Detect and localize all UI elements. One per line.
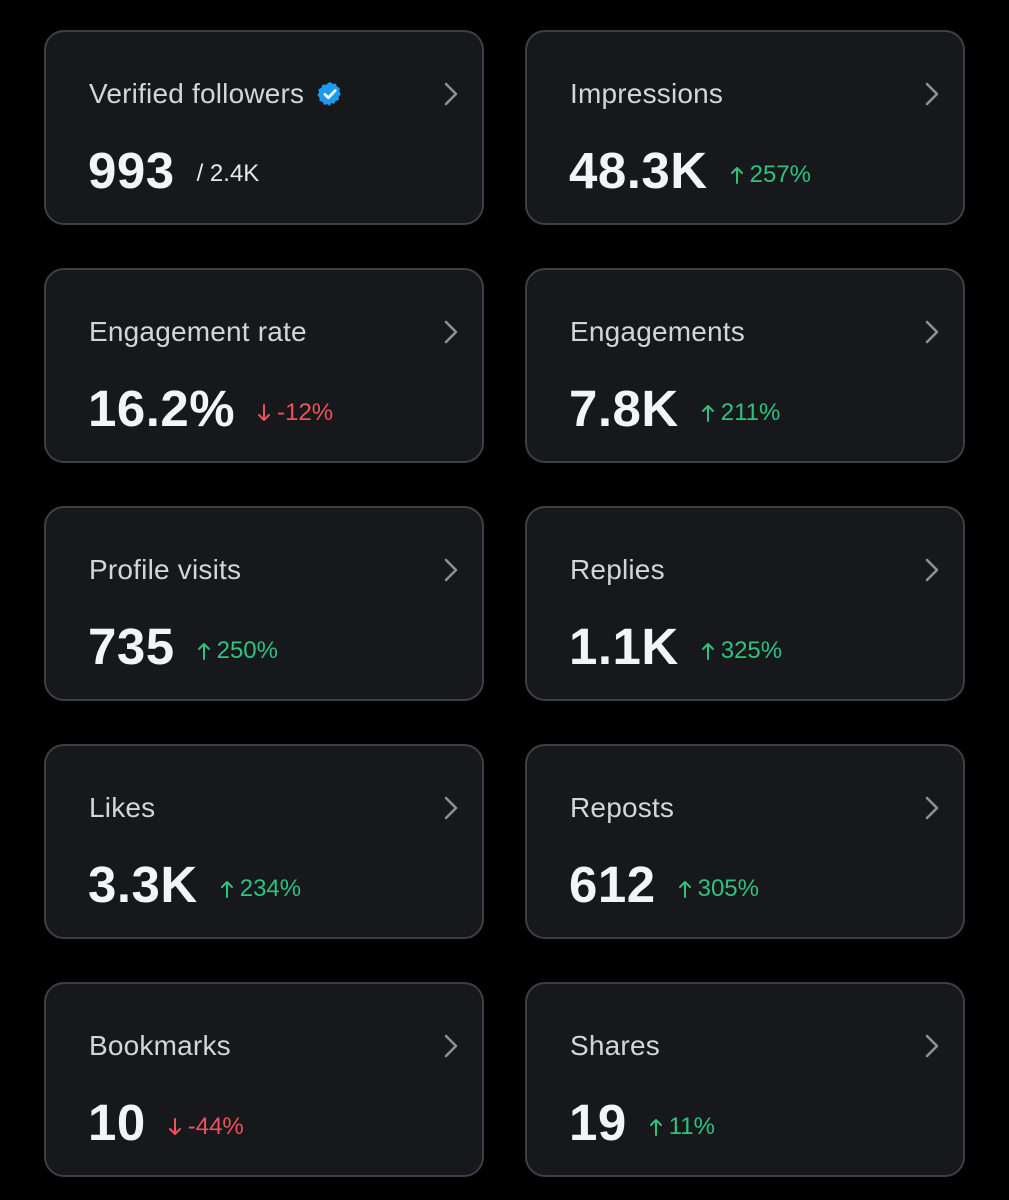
change-percent: 257% — [749, 161, 811, 188]
replies-card[interactable]: Replies 1.1K 325% — [525, 506, 965, 701]
metric-change: 305% — [678, 875, 759, 903]
chevron-right-icon[interactable] — [442, 318, 460, 346]
card-header: Engagements — [570, 314, 745, 350]
card-metric: 48.3K 257% — [569, 138, 811, 202]
metric-change: 250% — [197, 637, 278, 665]
metric-value: 19 — [569, 1093, 627, 1151]
card-header: Shares — [570, 1028, 660, 1064]
change-percent: 11% — [668, 1113, 715, 1140]
bookmarks-card[interactable]: Bookmarks 10 -44% — [44, 982, 484, 1177]
impressions-card[interactable]: Impressions 48.3K 257% — [525, 30, 965, 225]
verified-followers-card[interactable]: Verified followers 993 / 2.4K — [44, 30, 484, 225]
card-header: Verified followers — [89, 76, 344, 112]
change-percent: -12% — [277, 399, 334, 426]
card-header: Likes — [89, 790, 155, 826]
card-label: Bookmarks — [89, 1030, 231, 1061]
arrow-up-icon — [730, 165, 744, 185]
chevron-right-icon[interactable] — [923, 794, 941, 822]
arrow-up-icon — [197, 641, 211, 661]
likes-card[interactable]: Likes 3.3K 234% — [44, 744, 484, 939]
card-label: Replies — [570, 554, 665, 585]
metric-value: 10 — [88, 1093, 146, 1151]
arrow-up-icon — [678, 879, 692, 899]
metric-value: 735 — [88, 617, 175, 675]
arrow-down-icon — [257, 403, 271, 423]
metric-value: 16.2% — [88, 379, 236, 437]
shares-card[interactable]: Shares 19 11% — [525, 982, 965, 1177]
card-header: Impressions — [570, 76, 723, 112]
verified-badge-icon — [316, 80, 344, 108]
card-header: Replies — [570, 552, 665, 588]
arrow-up-icon — [701, 403, 715, 423]
change-percent: 250% — [216, 637, 278, 664]
chevron-right-icon[interactable] — [442, 80, 460, 108]
metric-value: 7.8K — [569, 379, 679, 437]
metric-total: / 2.4K — [196, 160, 260, 187]
change-percent: 234% — [239, 875, 302, 902]
change-percent: 325% — [720, 637, 783, 664]
arrow-down-icon — [168, 1117, 182, 1137]
metric-change: 211% — [701, 399, 781, 427]
chevron-right-icon[interactable] — [442, 1032, 460, 1060]
metric-value: 3.3K — [88, 855, 198, 913]
change-percent: 305% — [697, 875, 759, 902]
chevron-right-icon[interactable] — [442, 556, 460, 584]
chevron-right-icon[interactable] — [442, 794, 460, 822]
card-metric: 10 -44% — [88, 1090, 244, 1154]
metric-change: -12% — [257, 399, 333, 427]
reposts-card[interactable]: Reposts 612 305% — [525, 744, 965, 939]
metric-value: 48.3K — [569, 141, 708, 199]
card-label: Shares — [570, 1030, 660, 1061]
card-metric: 612 305% — [569, 852, 759, 916]
card-metric: 16.2% -12% — [88, 376, 333, 440]
card-label: Engagements — [570, 316, 745, 347]
metric-change: 234% — [220, 875, 301, 903]
chevron-right-icon[interactable] — [923, 556, 941, 584]
card-metric: 19 11% — [569, 1090, 715, 1154]
metric-change: 325% — [701, 637, 782, 665]
arrow-up-icon — [220, 879, 234, 899]
chevron-right-icon[interactable] — [923, 318, 941, 346]
card-label: Engagement rate — [89, 316, 307, 347]
card-header: Engagement rate — [89, 314, 307, 350]
card-label: Impressions — [570, 78, 724, 109]
metric-value: 993 — [88, 141, 175, 199]
change-percent: 211% — [720, 399, 781, 426]
card-metric: 7.8K 211% — [569, 376, 780, 440]
arrow-up-icon — [701, 641, 715, 661]
metric-value: 1.1K — [569, 617, 679, 675]
chevron-right-icon[interactable] — [923, 1032, 941, 1060]
metric-value: 612 — [569, 855, 656, 913]
card-metric: 3.3K 234% — [88, 852, 301, 916]
metric-change: 257% — [730, 161, 811, 189]
engagement-rate-card[interactable]: Engagement rate 16.2% -12% — [44, 268, 484, 463]
card-header: Bookmarks — [89, 1028, 231, 1064]
profile-visits-card[interactable]: Profile visits 735 250% — [44, 506, 484, 701]
engagements-card[interactable]: Engagements 7.8K 211% — [525, 268, 965, 463]
card-label: Verified followers — [89, 78, 305, 109]
card-header: Reposts — [570, 790, 674, 826]
metrics-grid: Verified followers 993 / 2.4K Impression… — [44, 30, 965, 1177]
change-percent: -44% — [187, 1113, 244, 1140]
card-label: Profile visits — [89, 554, 242, 585]
card-header: Profile visits — [89, 552, 241, 588]
metric-change: 11% — [649, 1113, 715, 1141]
card-metric: 1.1K 325% — [569, 614, 782, 678]
arrow-up-icon — [649, 1117, 663, 1137]
metric-change: -44% — [168, 1113, 244, 1141]
card-label: Reposts — [570, 792, 675, 823]
chevron-right-icon[interactable] — [923, 80, 941, 108]
card-metric: 993 / 2.4K — [88, 138, 259, 202]
card-label: Likes — [89, 792, 156, 823]
card-metric: 735 250% — [88, 614, 278, 678]
